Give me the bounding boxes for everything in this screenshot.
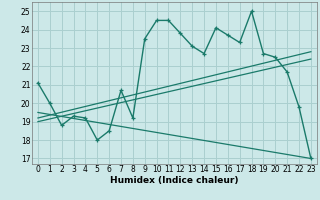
X-axis label: Humidex (Indice chaleur): Humidex (Indice chaleur) xyxy=(110,176,239,185)
